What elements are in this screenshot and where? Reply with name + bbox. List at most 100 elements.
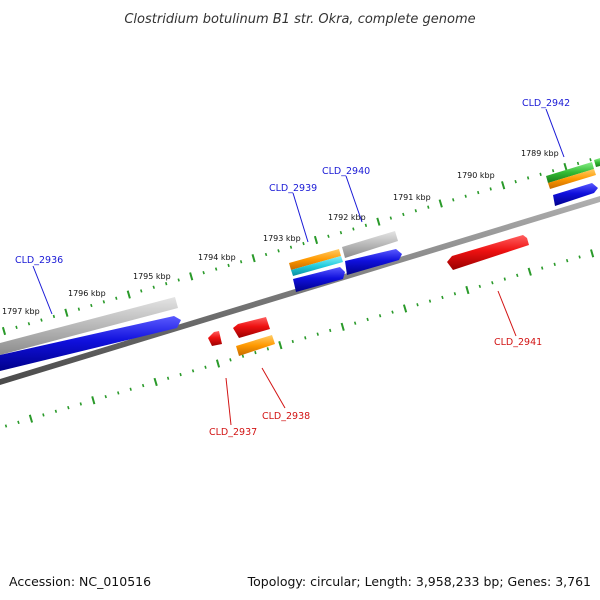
tick-mark xyxy=(477,190,480,195)
tick-mark xyxy=(241,354,245,358)
tick-mark xyxy=(578,255,581,259)
tick-mark xyxy=(316,332,319,336)
reverse-tick-track xyxy=(4,249,595,428)
orange-feature xyxy=(289,249,341,270)
topology-text: Topology: circular; Length: 3,958,233 bp… xyxy=(247,574,591,589)
cds-CLD_2937 xyxy=(208,331,222,346)
tick-mark xyxy=(391,310,394,314)
tick-mark xyxy=(327,234,330,238)
gene-label-CLD_2936: CLD_2936 xyxy=(15,255,63,266)
tick-mark xyxy=(165,281,168,286)
kbp-major-tick xyxy=(189,272,194,281)
tick-mark xyxy=(177,278,180,282)
kbp-major-tick xyxy=(501,181,506,190)
tick-mark xyxy=(364,223,368,228)
tick-mark xyxy=(254,350,257,355)
accession-text: Accession: NC_010516 xyxy=(9,574,152,589)
tick-mark xyxy=(191,369,195,373)
colored-features xyxy=(289,158,600,276)
kbp-tick-track xyxy=(1,158,592,336)
kbp-label-1797: 1797 kbp xyxy=(2,307,40,316)
kbp-major-tick xyxy=(215,359,221,368)
leader-line xyxy=(32,265,53,315)
rna-feature xyxy=(0,297,178,355)
kbp-label-1791: 1791 kbp xyxy=(393,193,431,202)
tick-mark xyxy=(17,420,20,425)
tick-mark xyxy=(90,303,93,308)
tick-mark xyxy=(227,263,230,268)
tick-mark xyxy=(302,241,305,246)
cds-CLD_2942 xyxy=(553,183,598,206)
kbp-label-1793: 1793 kbp xyxy=(263,234,301,243)
gene-label-leaders xyxy=(32,108,565,426)
kbp-major-tick xyxy=(376,217,381,226)
tick-mark xyxy=(478,284,482,289)
gene-label-CLD_2941: CLD_2941 xyxy=(494,337,542,348)
leader-line xyxy=(261,367,286,409)
tick-mark xyxy=(539,172,542,177)
tick-mark xyxy=(277,249,280,253)
tick-mark xyxy=(264,252,268,257)
orange-feature xyxy=(548,169,596,189)
tick-mark xyxy=(179,372,182,377)
tick-mark xyxy=(129,387,132,391)
kbp-major-tick xyxy=(340,322,345,331)
tick-mark xyxy=(117,391,120,395)
tick-mark xyxy=(551,169,555,173)
tick-mark xyxy=(389,216,393,220)
tick-mark xyxy=(514,179,517,184)
leader-line xyxy=(545,108,565,158)
tick-mark xyxy=(378,314,382,318)
leader-line xyxy=(497,290,517,337)
kbp-labels: 1797 kbp 1796 kbp 1795 kbp 1794 kbp 1793… xyxy=(2,149,559,316)
kbp-label-1792: 1792 kbp xyxy=(328,213,366,222)
tick-mark xyxy=(366,317,369,322)
tick-mark xyxy=(516,273,519,278)
gene-label-CLD_2942: CLD_2942 xyxy=(522,98,570,109)
gene-label-CLD_2937: CLD_2937 xyxy=(209,427,257,438)
kbp-major-tick xyxy=(590,249,595,258)
tick-mark xyxy=(202,271,205,275)
cds-CLD_2938 xyxy=(233,317,270,338)
map-title: Clostridium botulinum B1 str. Okra, comp… xyxy=(124,12,475,27)
reverse-cds-features xyxy=(208,235,529,356)
tick-mark xyxy=(214,267,218,271)
tick-mark xyxy=(491,281,494,285)
tick-mark xyxy=(152,285,155,289)
tick-mark xyxy=(428,299,432,303)
tick-mark xyxy=(416,303,419,307)
tick-mark xyxy=(266,347,270,351)
tick-mark xyxy=(40,318,43,322)
tick-mark xyxy=(15,325,18,330)
gene-label-CLD_2940: CLD_2940 xyxy=(322,166,370,177)
kbp-label-1789: 1789 kbp xyxy=(521,149,559,158)
tick-mark xyxy=(339,230,343,235)
tick-mark xyxy=(229,358,232,362)
kbp-major-tick xyxy=(465,285,470,295)
kbp-label-1795: 1795 kbp xyxy=(133,272,171,281)
green-feature xyxy=(546,162,594,183)
kbp-major-tick xyxy=(153,377,158,387)
gene-label-CLD_2939: CLD_2939 xyxy=(269,183,317,194)
gene-label-CLD_2938: CLD_2938 xyxy=(262,411,310,422)
tick-mark xyxy=(489,187,492,191)
kbp-major-tick xyxy=(91,396,96,405)
tick-mark xyxy=(140,289,143,293)
kbp-major-tick xyxy=(1,326,7,336)
tick-mark xyxy=(54,409,58,413)
tick-mark xyxy=(27,322,31,326)
kbp-major-tick xyxy=(402,304,408,313)
tick-mark xyxy=(102,300,106,304)
gene-labels: CLD_2936 CLD_2939 CLD_2940 CLD_2942 CLD_… xyxy=(15,98,570,438)
tick-mark xyxy=(79,402,82,406)
leader-line xyxy=(345,175,363,223)
tick-mark xyxy=(304,336,307,340)
tick-mark xyxy=(52,314,56,319)
tick-mark xyxy=(67,405,70,410)
tick-mark xyxy=(553,262,556,267)
tick-mark xyxy=(464,194,467,198)
tick-mark xyxy=(239,260,243,264)
tick-mark xyxy=(452,198,455,202)
tick-mark xyxy=(503,277,506,281)
